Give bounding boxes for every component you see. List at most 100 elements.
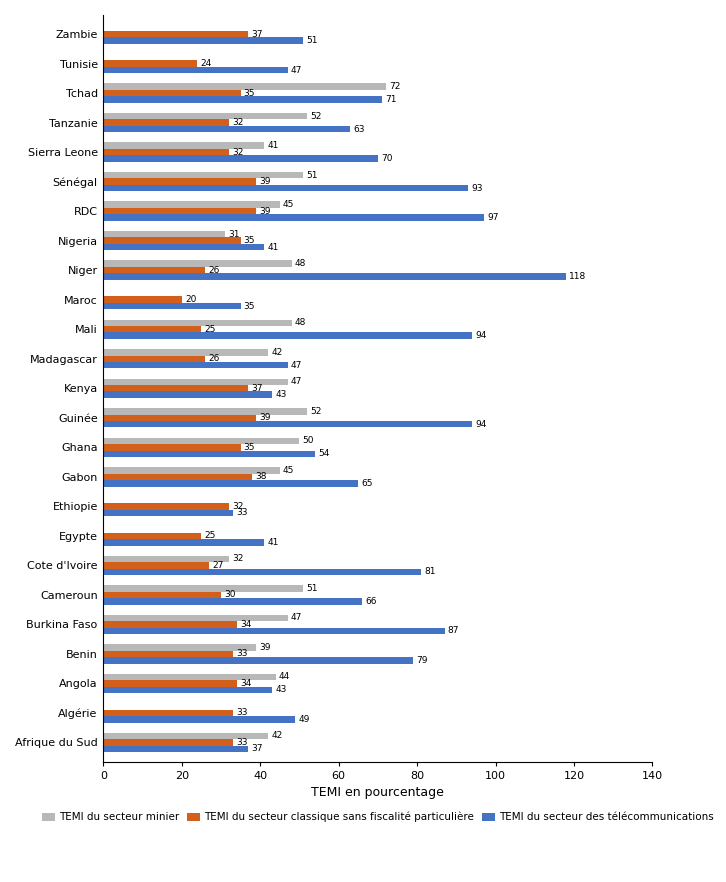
Text: 50: 50 <box>303 437 314 445</box>
Text: 35: 35 <box>244 302 256 310</box>
Text: 25: 25 <box>205 325 216 333</box>
Text: 47: 47 <box>291 377 302 386</box>
Bar <box>103 208 256 214</box>
Bar <box>103 444 240 451</box>
Text: 63: 63 <box>354 124 365 134</box>
Text: 41: 41 <box>267 243 279 251</box>
Text: 70: 70 <box>381 154 393 163</box>
Bar <box>103 214 484 221</box>
Text: 54: 54 <box>318 449 330 459</box>
Bar <box>103 61 197 67</box>
Text: 33: 33 <box>236 649 248 658</box>
Legend: TEMI du secteur minier, TEMI du secteur classique sans fiscalité particulière, T: TEMI du secteur minier, TEMI du secteur … <box>38 808 718 826</box>
Bar <box>103 598 362 604</box>
Text: 48: 48 <box>295 259 306 268</box>
Text: 37: 37 <box>251 384 263 392</box>
Text: 118: 118 <box>569 273 587 281</box>
Text: 39: 39 <box>259 414 271 422</box>
Bar <box>103 244 264 250</box>
Bar <box>103 303 240 310</box>
Bar <box>103 172 303 178</box>
Text: 48: 48 <box>295 318 306 327</box>
Text: 32: 32 <box>232 118 243 127</box>
Bar <box>103 739 233 745</box>
Bar <box>103 503 229 510</box>
Bar <box>103 421 472 428</box>
Text: 72: 72 <box>389 82 400 91</box>
X-axis label: TEMI en pourcentage: TEMI en pourcentage <box>311 786 444 799</box>
Text: 65: 65 <box>362 479 373 488</box>
Bar <box>103 119 229 126</box>
Bar <box>103 126 351 132</box>
Bar <box>103 84 386 90</box>
Bar <box>103 149 229 155</box>
Bar <box>103 385 248 392</box>
Text: 44: 44 <box>279 672 290 681</box>
Bar <box>103 185 468 191</box>
Text: 42: 42 <box>272 731 282 740</box>
Text: 35: 35 <box>244 89 256 98</box>
Bar <box>103 355 205 362</box>
Text: 97: 97 <box>487 213 498 222</box>
Text: 47: 47 <box>291 65 302 75</box>
Text: 43: 43 <box>275 685 287 694</box>
Bar <box>103 392 272 398</box>
Bar <box>103 674 276 680</box>
Text: 41: 41 <box>267 141 279 150</box>
Bar <box>103 615 287 621</box>
Text: 34: 34 <box>240 620 251 629</box>
Text: 25: 25 <box>205 531 216 541</box>
Bar <box>103 333 472 339</box>
Bar <box>103 657 413 663</box>
Bar <box>103 710 233 716</box>
Bar <box>103 378 287 385</box>
Text: 52: 52 <box>311 407 322 415</box>
Text: 43: 43 <box>275 390 287 400</box>
Bar <box>103 556 229 562</box>
Text: 33: 33 <box>236 508 248 517</box>
Bar <box>103 451 315 457</box>
Text: 35: 35 <box>244 443 256 452</box>
Text: 51: 51 <box>306 36 318 45</box>
Bar <box>103 67 287 73</box>
Text: 32: 32 <box>232 554 243 564</box>
Text: 24: 24 <box>200 59 212 68</box>
Text: 39: 39 <box>259 206 271 216</box>
Bar <box>103 745 248 752</box>
Bar <box>103 651 233 657</box>
Text: 49: 49 <box>298 714 310 724</box>
Text: 66: 66 <box>365 597 377 606</box>
Bar <box>103 31 248 37</box>
Text: 33: 33 <box>236 738 248 747</box>
Bar <box>103 562 209 569</box>
Bar <box>103 37 303 44</box>
Bar <box>103 143 264 149</box>
Bar <box>103 716 295 722</box>
Text: 37: 37 <box>251 744 263 753</box>
Bar <box>103 680 237 686</box>
Bar <box>103 592 221 598</box>
Text: 26: 26 <box>208 265 220 274</box>
Bar <box>103 296 182 303</box>
Text: 32: 32 <box>232 147 243 157</box>
Text: 31: 31 <box>228 229 240 239</box>
Text: 45: 45 <box>283 200 294 209</box>
Text: 35: 35 <box>244 236 256 245</box>
Text: 87: 87 <box>448 626 459 635</box>
Text: 26: 26 <box>208 355 220 363</box>
Bar <box>103 113 307 119</box>
Bar <box>103 155 378 162</box>
Text: 33: 33 <box>236 708 248 717</box>
Text: 32: 32 <box>232 502 243 511</box>
Bar <box>103 319 292 326</box>
Bar <box>103 621 237 628</box>
Bar <box>103 733 268 739</box>
Text: 42: 42 <box>272 348 282 356</box>
Bar <box>103 349 268 355</box>
Text: 81: 81 <box>424 567 436 576</box>
Text: 37: 37 <box>251 30 263 39</box>
Text: 93: 93 <box>471 183 483 192</box>
Bar <box>103 267 205 273</box>
Bar <box>103 539 264 546</box>
Text: 52: 52 <box>311 112 322 121</box>
